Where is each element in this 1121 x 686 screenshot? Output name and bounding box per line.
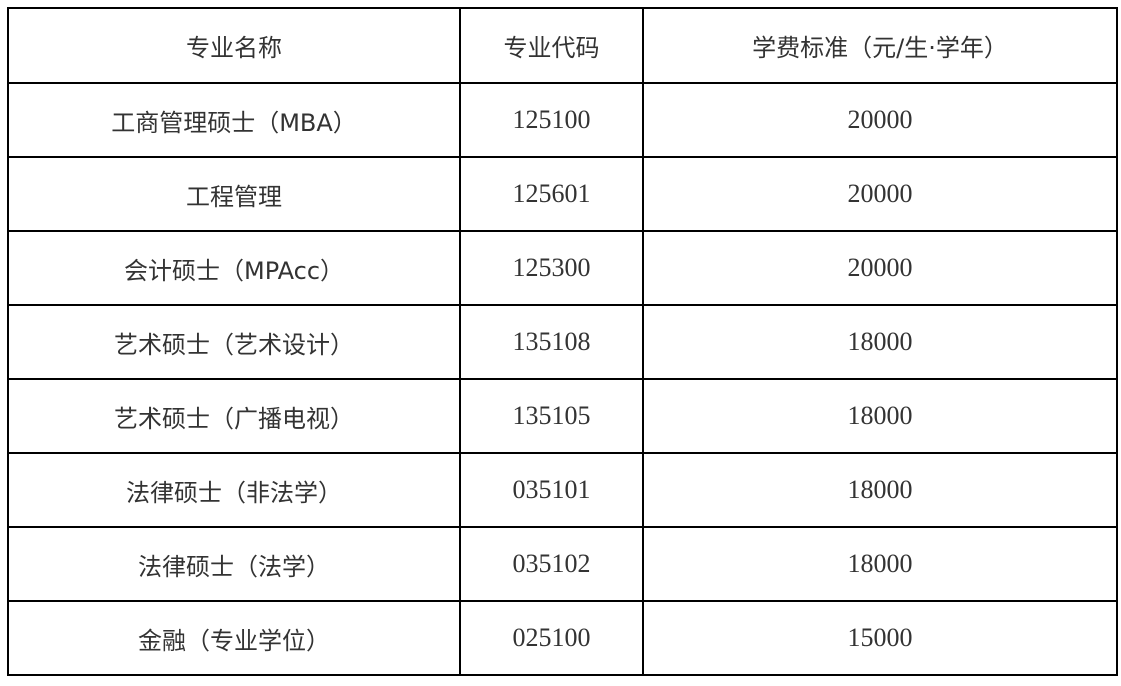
tuition-cell: 18000 [642,526,1118,602]
tuition-cell: 15000 [642,600,1118,676]
tuition-cell: 18000 [642,452,1118,528]
table-row: 会计硕士（MPAcc） 125300 20000 [7,230,1118,306]
major-code-cell: 135108 [459,304,644,380]
tuition-cell: 20000 [642,82,1118,158]
major-name-cell: 工程管理 [7,156,461,232]
table-row: 法律硕士（非法学） 035101 18000 [7,452,1118,528]
major-name-cell: 艺术硕士（广播电视） [7,378,461,454]
major-code-cell: 135105 [459,378,644,454]
major-name-cell: 会计硕士（MPAcc） [7,230,461,306]
tuition-table: 专业名称 专业代码 学费标准（元/生·学年） 工商管理硕士（MBA） 125100… [7,7,1118,676]
major-code-cell: 125300 [459,230,644,306]
major-name-cell: 艺术硕士（艺术设计） [7,304,461,380]
major-name-cell: 工商管理硕士（MBA） [7,82,461,158]
table-row: 金融（专业学位） 025100 15000 [7,600,1118,676]
major-code-cell: 035101 [459,452,644,528]
table-row: 艺术硕士（艺术设计） 135108 18000 [7,304,1118,380]
table-row: 工程管理 125601 20000 [7,156,1118,232]
major-code-cell: 125601 [459,156,644,232]
major-name-cell: 法律硕士（法学） [7,526,461,602]
tuition-cell: 20000 [642,230,1118,306]
major-code-cell: 035102 [459,526,644,602]
tuition-cell: 20000 [642,156,1118,232]
tuition-cell: 18000 [642,378,1118,454]
table-row: 工商管理硕士（MBA） 125100 20000 [7,82,1118,158]
major-code-cell: 125100 [459,82,644,158]
major-name-cell: 法律硕士（非法学） [7,452,461,528]
header-tuition: 学费标准（元/生·学年） [642,7,1118,84]
header-major-code: 专业代码 [459,7,644,84]
tuition-cell: 18000 [642,304,1118,380]
major-name-cell: 金融（专业学位） [7,600,461,676]
table-row: 艺术硕士（广播电视） 135105 18000 [7,378,1118,454]
table-row: 法律硕士（法学） 035102 18000 [7,526,1118,602]
major-code-cell: 025100 [459,600,644,676]
header-row: 专业名称 专业代码 学费标准（元/生·学年） [7,7,1118,84]
header-major-name: 专业名称 [7,7,461,84]
